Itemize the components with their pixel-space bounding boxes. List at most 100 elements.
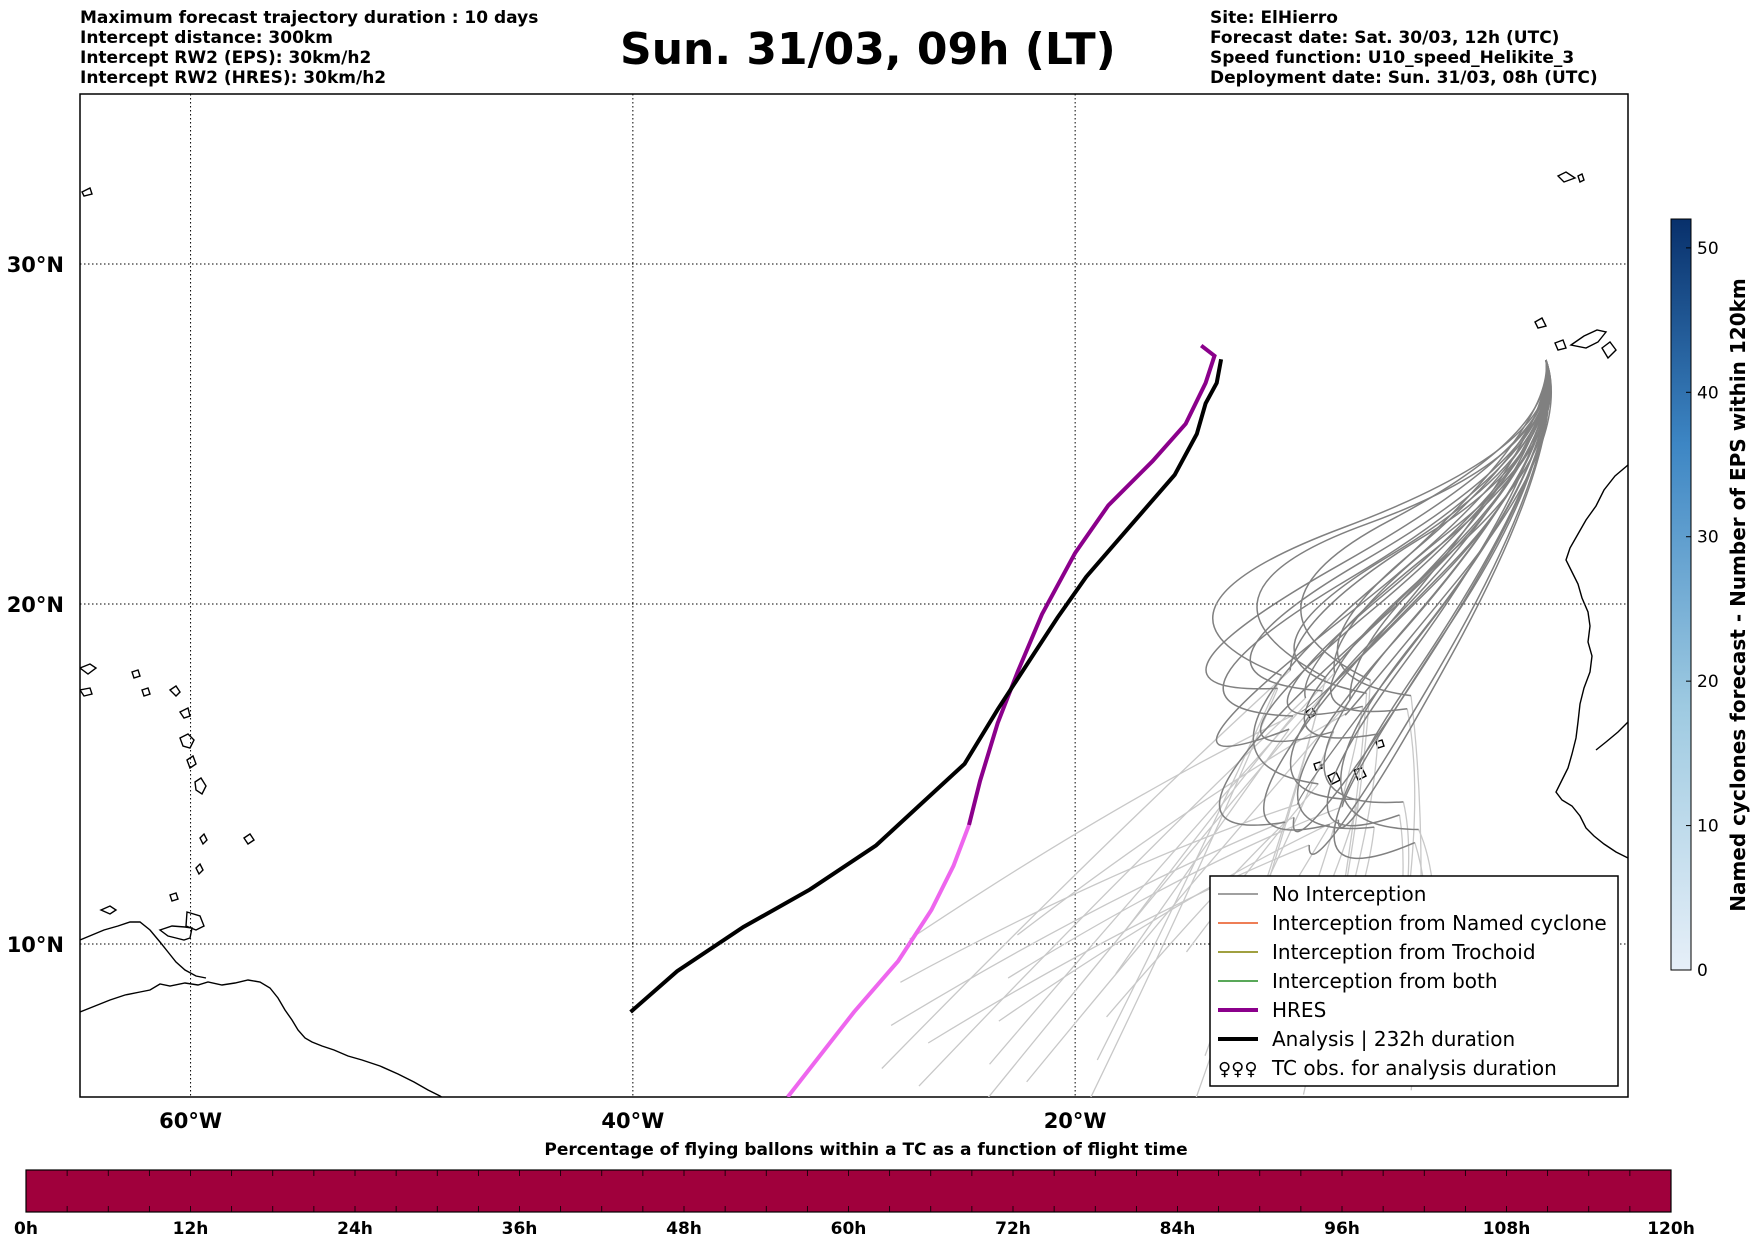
caribbean-island <box>80 687 93 697</box>
trajectory-no-interception <box>1308 359 1550 856</box>
canary-island <box>1554 339 1567 351</box>
caribbean-island <box>168 685 181 697</box>
legend-item-label: Interception from both <box>1272 969 1498 993</box>
trajectory-faded <box>1096 675 1283 1061</box>
caribbean-island <box>169 892 179 902</box>
header-right-line: Site: ElHierro <box>1210 8 1338 28</box>
axis-tick-labels: 60°W 40°W 20°W 30°N 20°N 10°N <box>7 253 1107 1133</box>
header-right-info: Site: ElHierro Forecast date: Sat. 30/03… <box>1210 8 1598 88</box>
cape-verde-island <box>1313 761 1323 771</box>
caribbean-island <box>179 733 195 749</box>
colorbar-tick-label: 20 <box>1697 672 1719 692</box>
hres-track-late <box>786 824 971 1097</box>
page-title: Sun. 31/03, 09h (LT) <box>620 24 1116 75</box>
trajectory-no-interception <box>1344 359 1553 716</box>
legend-item-label: Interception from Trochoid <box>1272 940 1536 964</box>
trajectory-faded <box>881 669 1291 1069</box>
caribbean-island <box>99 905 118 915</box>
header-left-line: Intercept distance: 300km <box>80 28 333 48</box>
lat-tick-label: 30°N <box>7 253 64 277</box>
bottom-colorbar-bar <box>25 1169 1672 1213</box>
caribbean-island <box>186 754 197 770</box>
caribbean-island <box>141 687 151 697</box>
colorbar-tick-label: 40 <box>1697 383 1719 403</box>
legend-item-label: Analysis | 232h duration <box>1272 1027 1515 1051</box>
bottom-colorbar-tick-label: 48h <box>666 1219 702 1239</box>
cape-verde-island <box>1327 771 1341 785</box>
trajectory-no-interception <box>1260 359 1550 743</box>
caribbean-island <box>80 663 98 675</box>
right-colorbar: 0 10 20 30 40 50 Named cyclones forecast - Num… <box>1670 218 1750 981</box>
legend: No Interception Interception from Named c… <box>1209 875 1619 1087</box>
colorbar-tick-label: 50 <box>1697 239 1719 259</box>
trajectory-faded <box>987 685 1332 1097</box>
header-right-line: Forecast date: Sat. 30/03, 12h (UTC) <box>1210 28 1560 48</box>
trajectory-no-interception <box>1303 359 1549 739</box>
bottom-colorbar-tick-label: 108h <box>1483 1219 1531 1239</box>
trajectory-no-interception <box>1222 359 1549 717</box>
bottom-colorbar-title: Percentage of flying ballons within a TC… <box>544 1140 1187 1160</box>
south-america-coast <box>80 979 443 1097</box>
header-left-line: Intercept RW2 (HRES): 30km/h2 <box>80 68 387 88</box>
analysis-track <box>629 358 1224 1014</box>
canary-island <box>1569 329 1608 349</box>
colorbar-tick-label: 0 <box>1697 961 1708 981</box>
bottom-colorbar-tick-label: 120h <box>1647 1219 1695 1239</box>
trajectory-faded <box>1124 715 1294 932</box>
bottom-colorbar-tick-label: 36h <box>502 1219 538 1239</box>
bottom-colorbar-tick-label: 60h <box>831 1219 867 1239</box>
header-left-info: Maximum forecast trajectory duration : 1… <box>80 8 538 88</box>
legend-item-label: No Interception <box>1272 882 1426 906</box>
trajectory-faded <box>1090 688 1279 1097</box>
canary-island <box>1534 317 1548 329</box>
coastlines <box>80 171 1628 1097</box>
madeira-island <box>1556 171 1577 183</box>
canary-island <box>1601 341 1617 360</box>
trajectory-faded <box>998 819 1339 1022</box>
caribbean-island <box>243 833 255 845</box>
trajectory-no-interception <box>1340 359 1549 831</box>
legend-item-label: Interception from Named cyclone <box>1272 911 1607 935</box>
header-left-line: Maximum forecast trajectory duration : 1… <box>80 8 539 28</box>
trajectory-faded <box>1007 806 1343 979</box>
trajectory-no-interception <box>1300 359 1548 681</box>
caribbean-island <box>199 832 208 846</box>
trajectory-no-interception <box>1212 359 1549 676</box>
caribbean-island <box>178 706 191 719</box>
bottom-colorbar-tick-label: 12h <box>173 1219 209 1239</box>
trajectory-faded <box>890 816 1295 1026</box>
colorbar-label: Named cyclones forecast - Number of EPS … <box>1726 278 1750 912</box>
header-left-line: Intercept RW2 (EPS): 30km/h2 <box>80 48 372 68</box>
caribbean-island <box>194 777 207 796</box>
colorbar-tick-label: 10 <box>1697 817 1719 837</box>
header-right-line: Speed function: U10_speed_Helikite_3 <box>1210 48 1575 68</box>
trajectory-no-interception <box>1300 359 1548 712</box>
trajectory-no-interception <box>1296 359 1550 830</box>
madeira-island <box>1577 173 1585 183</box>
colorbar-gradient <box>1670 218 1692 971</box>
caribbean-island <box>185 911 205 931</box>
trajectory-faded <box>1115 728 1290 975</box>
trajectory-faded <box>927 844 1310 1044</box>
trajectory-faded <box>1016 713 1347 936</box>
lat-tick-label: 10°N <box>7 933 64 957</box>
trinidad-coast <box>158 925 193 941</box>
lon-tick-label: 60°W <box>159 1109 222 1133</box>
venezuela-coast <box>80 921 207 979</box>
trajectory-no-interception <box>1263 359 1548 831</box>
caribbean-island <box>81 187 93 197</box>
legend-item-label: TC obs. for analysis duration <box>1271 1056 1557 1080</box>
lat-tick-label: 20°N <box>7 593 64 617</box>
bottom-colorbar-tick-label: 24h <box>337 1219 373 1239</box>
lon-tick-label: 20°W <box>1044 1109 1107 1133</box>
bottom-colorbar-tick-label: 72h <box>995 1219 1031 1239</box>
caribbean-island <box>195 862 204 876</box>
lon-tick-label: 40°W <box>601 1109 664 1133</box>
hres-track <box>967 344 1217 826</box>
trajectory-faded <box>1185 783 1319 953</box>
colorbar-tick-label: 30 <box>1697 528 1719 548</box>
trajectory-faded <box>989 672 1336 1065</box>
caribbean-island <box>131 669 141 679</box>
tc-obs-symbol-icon: ♀♀♀ <box>1218 1059 1258 1080</box>
